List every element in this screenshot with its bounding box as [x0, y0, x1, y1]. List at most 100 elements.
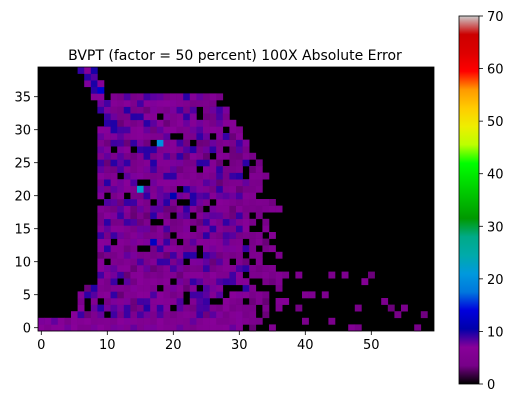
heatmap-cell: [170, 192, 177, 200]
heatmap-cell: [216, 218, 224, 226]
heatmap-cell: [189, 205, 197, 213]
heatmap-cell: [163, 192, 171, 200]
heatmap-cell: [222, 199, 230, 206]
heatmap-cell: [236, 251, 243, 259]
heatmap-cell: [97, 245, 105, 253]
heatmap-cell: [156, 166, 164, 173]
heatmap-cell: [123, 172, 131, 180]
heatmap-cell: [150, 298, 158, 305]
heatmap-cell: [229, 238, 237, 246]
x-tick-label: 10: [99, 338, 116, 353]
heatmap-cell: [110, 152, 118, 160]
heatmap-cell: [156, 311, 164, 319]
heatmap-cell: [183, 324, 191, 332]
heatmap-cell: [236, 139, 243, 147]
heatmap-cell: [183, 192, 191, 200]
heatmap-cell: [249, 179, 257, 187]
heatmap-cell: [222, 179, 230, 187]
heatmap-cell: [176, 93, 184, 101]
heatmap-cell: [176, 291, 184, 299]
heatmap-cell: [170, 311, 177, 319]
heatmap-cell: [189, 93, 197, 101]
heatmap-cell: [176, 311, 184, 319]
heatmap-cell: [321, 291, 329, 299]
heatmap-cell: [176, 278, 184, 286]
heatmap-cell: [176, 119, 184, 127]
heatmap-cell: [236, 146, 243, 154]
colorbar-tick-label: 50: [487, 115, 504, 130]
heatmap-cell: [104, 205, 111, 213]
y-tick-label: 35: [14, 91, 31, 106]
heatmap-cell: [275, 304, 283, 312]
heatmap-cell: [183, 152, 191, 160]
heatmap-cell: [176, 218, 184, 226]
heatmap-cell: [176, 324, 184, 332]
heatmap-cell: [163, 251, 171, 259]
heatmap-cell: [209, 100, 217, 107]
heatmap-cell: [236, 291, 243, 299]
heatmap-cell: [130, 199, 138, 206]
heatmap-cell: [163, 238, 171, 246]
heatmap-cell: [189, 166, 197, 173]
heatmap-cell: [97, 324, 105, 332]
heatmap-cell: [110, 258, 118, 266]
heatmap-cell: [242, 291, 250, 299]
heatmap-cell: [183, 265, 191, 272]
heatmap-cell: [150, 146, 158, 154]
heatmap-cell: [222, 232, 230, 239]
heatmap-cell: [130, 271, 138, 279]
heatmap-cell: [143, 324, 151, 332]
heatmap-cell: [117, 311, 125, 319]
heatmap-cell: [229, 159, 237, 167]
heatmap-cell: [150, 192, 158, 200]
heatmap-cell: [196, 324, 204, 332]
heatmap-cell: [123, 179, 131, 187]
heatmap-cell: [255, 232, 263, 239]
heatmap-cell: [170, 251, 177, 259]
heatmap-cell: [97, 284, 105, 292]
heatmap-cell: [123, 205, 131, 213]
heatmap-cell: [150, 179, 158, 187]
heatmap-cell: [71, 324, 78, 332]
heatmap-cell: [117, 199, 125, 206]
heatmap-cell: [117, 126, 125, 134]
heatmap-cell: [189, 179, 197, 187]
heatmap-cell: [394, 311, 402, 319]
heatmap-cell: [163, 284, 171, 292]
heatmap-cell: [269, 324, 276, 332]
heatmap-cell: [97, 304, 105, 312]
heatmap-cell: [189, 232, 197, 239]
heatmap-cell: [183, 205, 191, 213]
heatmap-cell: [150, 152, 158, 160]
heatmap-cell: [183, 212, 191, 220]
colorbar-tick-label: 30: [487, 220, 504, 235]
heatmap-cell: [255, 199, 263, 206]
heatmap-cell: [176, 284, 184, 292]
heatmap-cell: [97, 278, 105, 286]
heatmap-cell: [90, 298, 98, 305]
heatmap-cell: [203, 133, 210, 140]
heatmap-cell: [242, 245, 250, 253]
heatmap-cell: [150, 172, 158, 180]
heatmap-cell: [222, 139, 230, 147]
heatmap-cell: [216, 291, 224, 299]
heatmap-cell: [176, 245, 184, 253]
heatmap-cell: [236, 152, 243, 160]
heatmap-cell: [249, 311, 257, 319]
heatmap-cell: [203, 298, 210, 305]
heatmap-cell: [414, 324, 422, 332]
heatmap-cell: [123, 199, 131, 206]
heatmap-cell: [222, 133, 230, 140]
heatmap-cell: [262, 271, 270, 279]
heatmap-cell: [189, 258, 197, 266]
heatmap-cell: [156, 232, 164, 239]
heatmap-cell: [156, 205, 164, 213]
heatmap-cell: [216, 311, 224, 319]
heatmap-cell: [216, 271, 224, 279]
heatmap-cell: [203, 100, 210, 107]
heatmap-cell: [143, 106, 151, 114]
heatmap-cell: [143, 133, 151, 140]
heatmap-cell: [236, 179, 243, 187]
heatmap-cell: [110, 199, 118, 206]
heatmap-cell: [183, 185, 191, 193]
